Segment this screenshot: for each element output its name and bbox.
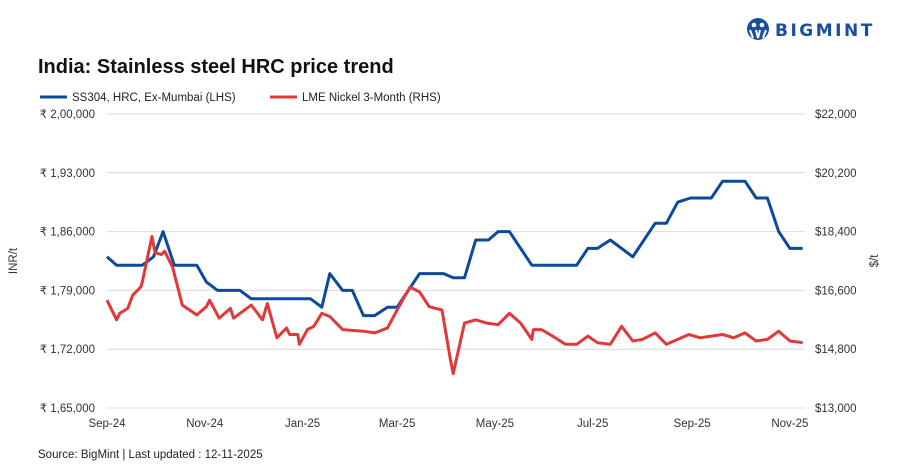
- y-left-tick: ₹ 1,65,000: [40, 403, 95, 415]
- x-tick: Nov-25: [771, 418, 808, 430]
- y-right-tick: $20,200: [815, 168, 857, 180]
- x-tick: Mar-25: [379, 418, 415, 430]
- y-left-tick: ₹ 1,93,000: [40, 168, 95, 180]
- x-tick: Sep-25: [674, 418, 711, 430]
- series-line-lme-nickel: [105, 235, 803, 376]
- y-left-tick: ₹ 2,00,000: [40, 109, 95, 121]
- legend-label-nickel: LME Nickel 3-Month (RHS): [302, 92, 441, 104]
- y-left-tick: ₹ 1,86,000: [40, 227, 95, 239]
- y-left-axis-label: INR/t: [8, 247, 20, 274]
- x-tick: May-25: [476, 418, 514, 430]
- chart-title: India: Stainless steel HRC price trend: [38, 56, 394, 78]
- y-left-tick: ₹ 1,72,000: [40, 344, 95, 356]
- series-line-ss304-hrc: [106, 179, 803, 318]
- y-right-tick: $22,000: [815, 109, 857, 121]
- y-right-tick: $18,400: [815, 227, 857, 239]
- y-right-tick: $16,600: [815, 285, 857, 297]
- x-tick: Nov-24: [186, 418, 224, 430]
- source-note: Source: BigMint | Last updated : 12-11-2…: [38, 449, 263, 461]
- x-tick: Jul-25: [577, 418, 608, 430]
- logo: BIGMINT: [747, 18, 875, 41]
- y-right-tick: $13,000: [815, 403, 857, 415]
- x-tick: Sep-24: [88, 418, 126, 430]
- y-right-tick: $14,800: [815, 344, 857, 356]
- y-left-tick: ₹ 1,79,000: [40, 285, 95, 297]
- legend-label-ss304: SS304, HRC, Ex-Mumbai (LHS): [72, 92, 236, 104]
- legend: SS304, HRC, Ex-Mumbai (LHS) LME Nickel 3…: [40, 92, 441, 104]
- y-right-axis-label: $/t: [869, 254, 881, 268]
- x-tick: Jan-25: [285, 418, 320, 430]
- logo-text: BIGMINT: [775, 21, 875, 41]
